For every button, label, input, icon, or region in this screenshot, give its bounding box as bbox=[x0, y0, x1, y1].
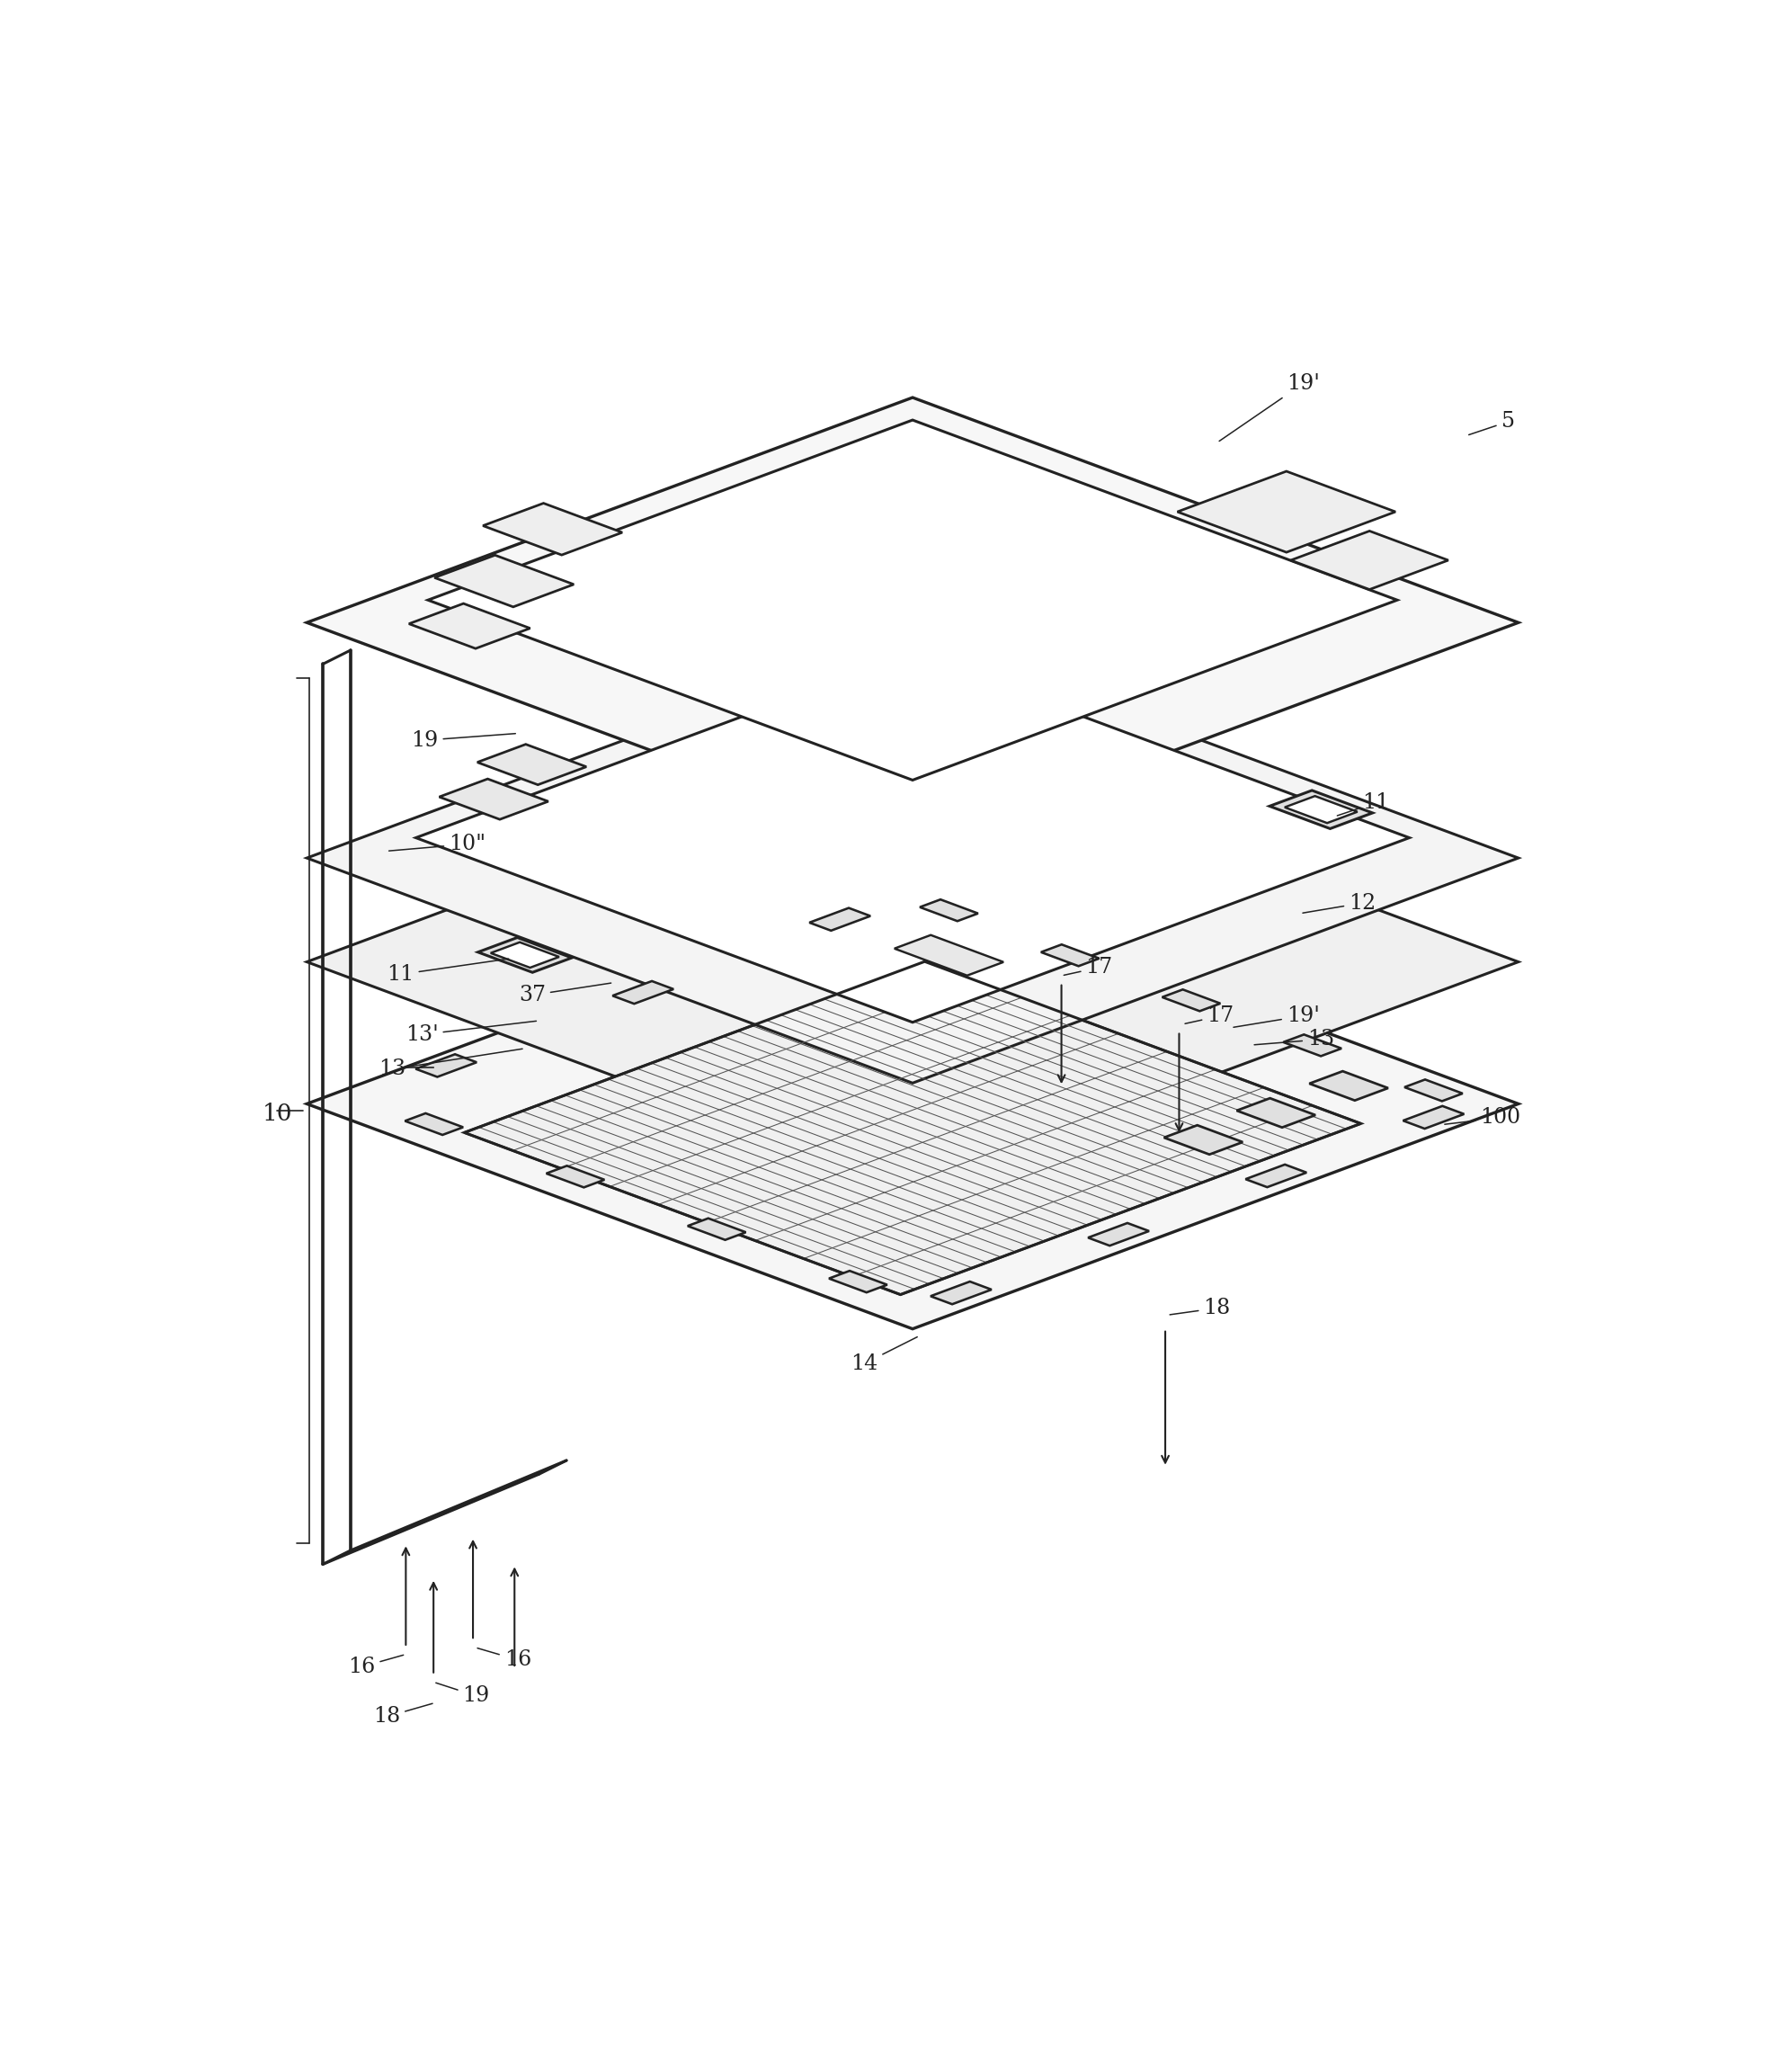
Polygon shape bbox=[307, 879, 1518, 1328]
Polygon shape bbox=[465, 961, 1361, 1295]
Polygon shape bbox=[688, 1218, 747, 1239]
Polygon shape bbox=[613, 982, 674, 1003]
Polygon shape bbox=[435, 555, 574, 607]
Polygon shape bbox=[1310, 1071, 1388, 1100]
Text: 37: 37 bbox=[519, 982, 611, 1005]
Polygon shape bbox=[1041, 945, 1099, 966]
Text: 16: 16 bbox=[478, 1647, 531, 1670]
Polygon shape bbox=[1269, 789, 1372, 829]
Text: 100: 100 bbox=[1445, 1106, 1520, 1127]
Polygon shape bbox=[478, 744, 586, 785]
Text: 11: 11 bbox=[1336, 792, 1390, 816]
Polygon shape bbox=[405, 1113, 463, 1135]
Text: 13': 13' bbox=[405, 1021, 536, 1044]
Polygon shape bbox=[1283, 1034, 1342, 1057]
Text: 19': 19' bbox=[1219, 373, 1320, 441]
Polygon shape bbox=[1089, 1222, 1149, 1245]
Polygon shape bbox=[307, 398, 1518, 847]
Text: 10": 10" bbox=[388, 833, 486, 854]
Polygon shape bbox=[1237, 1098, 1315, 1127]
Text: 17: 17 bbox=[1064, 957, 1112, 978]
Polygon shape bbox=[1404, 1080, 1463, 1100]
Text: 5: 5 bbox=[1468, 412, 1515, 435]
Polygon shape bbox=[930, 1283, 991, 1303]
Text: 12: 12 bbox=[1303, 893, 1376, 914]
Polygon shape bbox=[428, 421, 1397, 779]
Polygon shape bbox=[547, 1167, 604, 1187]
Text: 16: 16 bbox=[347, 1656, 403, 1676]
Polygon shape bbox=[920, 899, 978, 922]
Polygon shape bbox=[895, 934, 1003, 976]
Polygon shape bbox=[1178, 470, 1395, 553]
Text: 10: 10 bbox=[262, 1102, 292, 1125]
Polygon shape bbox=[438, 779, 549, 818]
Polygon shape bbox=[1285, 796, 1358, 823]
Text: 13: 13 bbox=[1255, 1030, 1335, 1051]
Text: 19': 19' bbox=[1233, 1005, 1320, 1028]
Polygon shape bbox=[1164, 1125, 1242, 1154]
Polygon shape bbox=[483, 503, 622, 555]
Text: 11: 11 bbox=[387, 959, 508, 984]
Polygon shape bbox=[415, 653, 1410, 1021]
Polygon shape bbox=[307, 632, 1518, 1084]
Polygon shape bbox=[809, 908, 870, 930]
Polygon shape bbox=[478, 937, 572, 972]
Text: 18: 18 bbox=[372, 1703, 433, 1726]
Polygon shape bbox=[1162, 990, 1221, 1011]
Polygon shape bbox=[1246, 1164, 1306, 1187]
Polygon shape bbox=[490, 943, 560, 968]
Polygon shape bbox=[415, 1055, 476, 1077]
Text: 14: 14 bbox=[850, 1336, 918, 1374]
Text: 19: 19 bbox=[437, 1682, 490, 1705]
Text: 19: 19 bbox=[412, 729, 515, 750]
Text: 13: 13 bbox=[380, 1048, 522, 1080]
Polygon shape bbox=[307, 738, 1518, 1187]
Text: 17: 17 bbox=[1185, 1005, 1233, 1026]
Text: 18: 18 bbox=[1169, 1297, 1231, 1318]
Polygon shape bbox=[1402, 1106, 1465, 1129]
Polygon shape bbox=[829, 1270, 887, 1293]
Polygon shape bbox=[408, 603, 529, 649]
Polygon shape bbox=[1290, 530, 1449, 591]
